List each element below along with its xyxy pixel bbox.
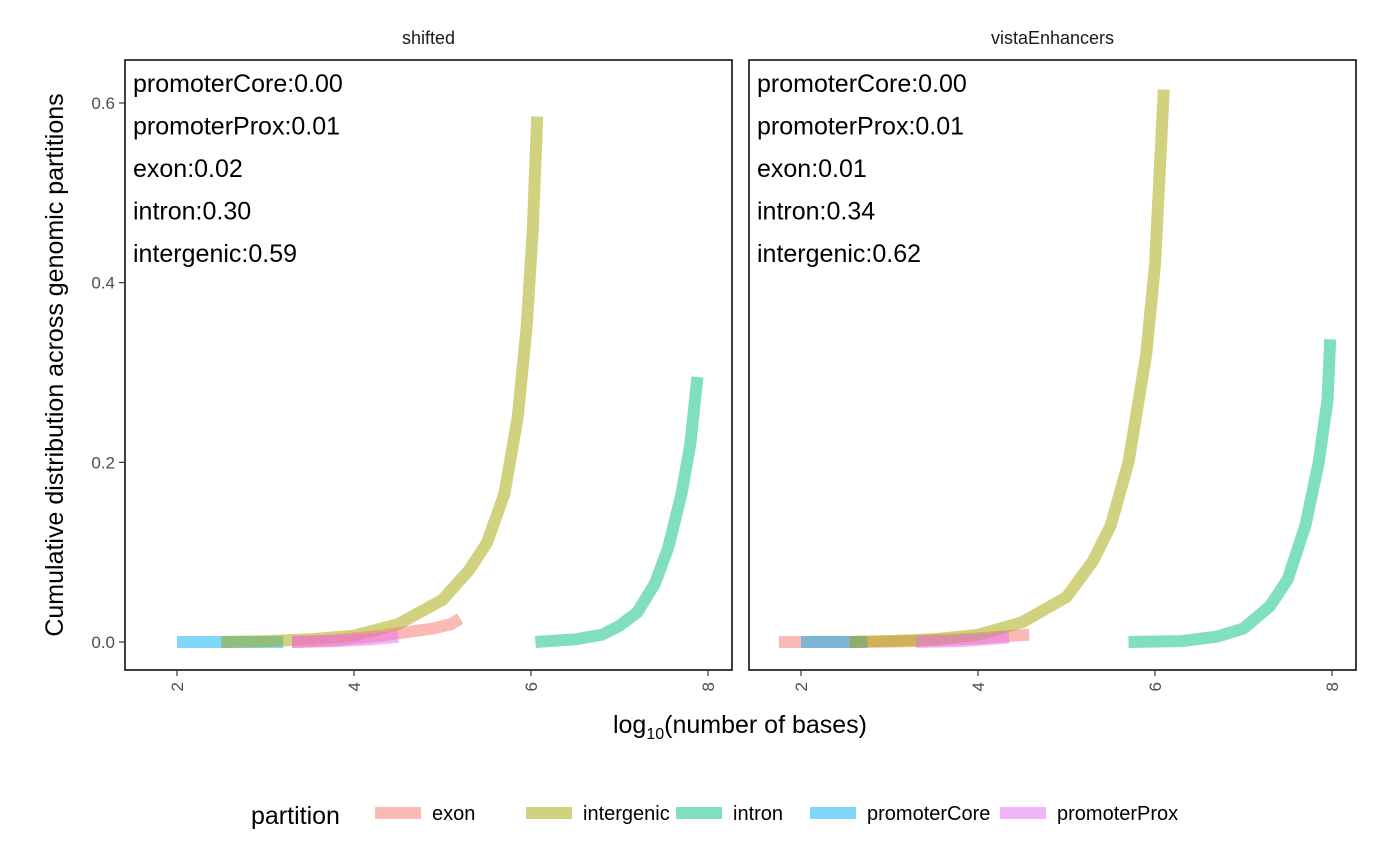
legend-label: exon: [432, 803, 475, 825]
legend-item-intron: intron: [676, 803, 783, 825]
x-axis-label-log: log: [613, 711, 646, 739]
y-axis-label: Cumulative distribution across genomic p…: [41, 93, 69, 636]
legend-item-exon: exon: [375, 803, 475, 825]
annotation-text: intergenic:0.62: [757, 240, 921, 268]
annotation-text: intron:0.30: [133, 198, 251, 226]
legend: partition exon intergenic intron promoterCor…: [251, 802, 1178, 830]
series-line-intron: [534, 376, 704, 648]
series-line-promoterProx: [915, 631, 1010, 648]
panel-border: [124, 59, 733, 671]
annotation-text: promoterCore:0.00: [757, 70, 967, 98]
legend-label: promoterCore: [867, 803, 990, 825]
legend-label: intron: [733, 803, 783, 825]
y-axis-title: Cumulative distribution across genomic p…: [41, 93, 69, 636]
y-tick-label: 0.0: [91, 633, 115, 652]
panel-title: vistaEnhancers: [991, 28, 1114, 48]
x-tick-label: 4: [969, 682, 988, 691]
annotation-text: intergenic:0.59: [133, 240, 297, 268]
panel-title: shifted: [402, 28, 455, 48]
annotation-text: exon:0.02: [133, 155, 243, 183]
x-tick-label: 4: [345, 682, 364, 691]
series-line-promoterProx: [291, 630, 399, 648]
annotation-text: promoterCore:0.00: [133, 70, 343, 98]
panel-shifted: shifted promoterCore:0.00 promoterProx:0.0…: [91, 28, 733, 691]
panel-vistaEnhancers: vistaEnhancers promoterCore:0.00 promoterP…: [748, 28, 1357, 691]
legend-title: partition: [251, 802, 340, 830]
x-tick-label: 8: [1323, 682, 1342, 691]
series-line-intergenic: [849, 89, 1170, 648]
legend-label: promoterProx: [1057, 803, 1178, 825]
x-axis-label-subscript: 10: [646, 726, 664, 743]
x-axis-label: log10(number of bases): [613, 711, 867, 743]
panel-border: [748, 59, 1357, 671]
legend-item-intergenic: intergenic: [526, 803, 670, 825]
x-tick-label: 6: [1146, 682, 1165, 691]
panels: shifted promoterCore:0.00 promoterProx:0.0…: [91, 28, 1357, 691]
x-tick-label: 2: [168, 682, 187, 691]
series-line-intergenic: [221, 116, 544, 648]
legend-item-promoterCore: promoterCore: [810, 803, 990, 825]
annotation-text: exon:0.01: [757, 155, 867, 183]
x-tick-label: 2: [792, 682, 811, 691]
y-tick-label: 0.6: [91, 94, 115, 113]
annotation-text: promoterProx:0.01: [133, 113, 340, 141]
y-tick-label: 0.4: [91, 274, 115, 293]
x-axis-label-rest: (number of bases): [664, 711, 867, 739]
legend-item-promoterProx: promoterProx: [1000, 803, 1178, 825]
annotation-text: promoterProx:0.01: [757, 113, 964, 141]
x-tick-label: 8: [699, 682, 718, 691]
legend-label: intergenic: [583, 803, 670, 825]
y-tick-label: 0.2: [91, 453, 115, 472]
series-line-intron: [1128, 339, 1337, 648]
x-tick-label: 6: [522, 682, 541, 691]
annotation-text: intron:0.34: [757, 198, 875, 226]
